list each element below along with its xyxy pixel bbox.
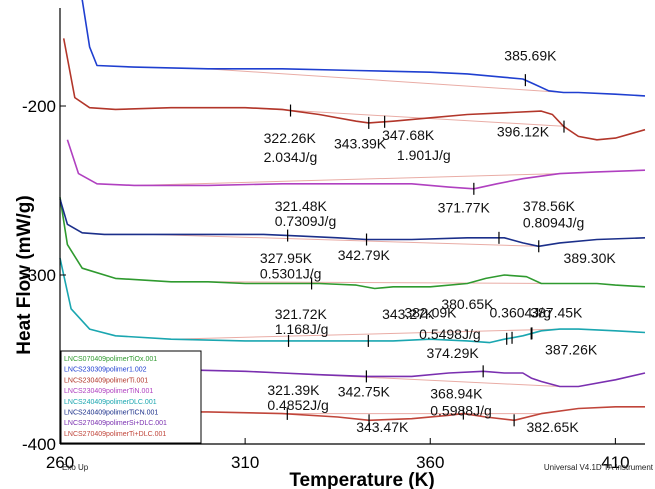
axes: 260 310 360 410 -200 -300 -400 [22, 8, 645, 472]
annotation-label: 371.77K [438, 199, 491, 215]
annotation-label: 1.901J/g [397, 147, 451, 163]
annotation-label: 321.48K [275, 198, 328, 214]
annotation-label: 342.75K [338, 384, 391, 400]
annotation-label: 327.95K [260, 250, 313, 266]
series-layer [59, 0, 646, 422]
annotation-label: 385.69K [504, 47, 557, 63]
legend-entry: LNCS230309polimer1.002 [64, 367, 147, 374]
series-line-6 [59, 198, 646, 248]
annotation-label: 1.168J/g [275, 321, 329, 337]
annotation-label: 374.29K [427, 345, 480, 361]
annotation-label: 382.09K [404, 304, 457, 320]
annotation-label: 343.47K [356, 419, 409, 435]
x-axis-title: Temperature (K) [289, 470, 434, 489]
annotation-label: 396.12K [497, 123, 550, 139]
annotation-label: 0.4852J/g [267, 397, 329, 413]
x-tick-label: 260 [46, 453, 74, 472]
x-tick-label: 410 [601, 453, 629, 472]
y-tick-label: -300 [22, 266, 56, 285]
series-line-5 [59, 257, 646, 344]
annotation-label: 380.65K [441, 296, 494, 312]
annotation-label: 0.3604J/g [489, 304, 550, 320]
legend-box [60, 350, 202, 444]
series-line-3 [62, 38, 646, 141]
annotation-label: 321.39K [267, 382, 320, 398]
y-tick-label: -200 [22, 97, 56, 116]
baseline-guide-2 [208, 68, 564, 93]
instrument-note: Universal V4.1D TA Instrument [544, 463, 654, 472]
legend: LNCS070409polimerTiOx.001 LNCS230309polim… [60, 350, 202, 444]
series-line-4 [66, 139, 646, 190]
legend-entry: LNCS270409polimerTi+DLC.001 [64, 431, 166, 438]
annotation-label: 2.034J/g [264, 149, 318, 165]
annotation-label: 322.26K [264, 130, 317, 146]
annotation-label: 389.30K [564, 250, 617, 266]
annotation-label: 0.8094J/g [523, 215, 585, 231]
integration-markers [286, 74, 565, 427]
legend-entry: LNCS070409polimerTiOx.001 [64, 356, 157, 363]
baseline-guide-5 [171, 328, 560, 340]
annotation-label: 321.72K [275, 306, 328, 322]
legend-entry: LNCS240409polimerDLC.001 [64, 399, 157, 406]
annotation-label: 342.79K [338, 247, 391, 263]
annotation-label: 0.7309J/g [275, 213, 337, 229]
legend-entry: LNCS270409polimerSi+DLC.001 [64, 420, 167, 427]
baseline-guide-6 [152, 233, 539, 247]
annotation-label: 0.5988J/g [430, 402, 492, 418]
legend-entry: LNCS230409polimerTi.001 [64, 377, 148, 384]
annotation-label: 378.56K [523, 198, 576, 214]
annotation-label: 0.5301J/g [260, 265, 322, 281]
annotation-label: 0.5498J/g [419, 326, 481, 342]
x-tick-label: 360 [416, 453, 444, 472]
y-tick-label: -400 [22, 435, 56, 454]
annotation-label: 382.65K [527, 419, 580, 435]
annotation-label: 368.94K [430, 385, 483, 401]
baseline-guide-1 [208, 281, 560, 284]
legend-entry: LNCS230409polimerTiN.001 [64, 388, 153, 395]
annotation-label: 387.45K [530, 304, 583, 320]
series-line-2 [81, 0, 646, 97]
baseline-guide-4 [134, 173, 560, 186]
annotation-label: 343.27K [382, 306, 435, 322]
annotation-label: 387.26K [545, 341, 598, 357]
x-tick-label: 310 [231, 453, 259, 472]
y-axis-title: Heat Flow (mW/g) [14, 195, 35, 354]
series-line-1 [59, 197, 646, 290]
legend-entry: LNCS240409polimerTiCN.001 [64, 410, 158, 417]
exo-up-note: Exo Up [62, 463, 89, 472]
annotation-label: 347.68K [382, 127, 435, 143]
annotation-label: 343.39K [334, 135, 387, 151]
